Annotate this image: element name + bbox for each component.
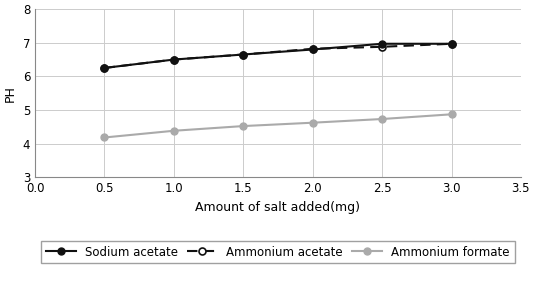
Ammonium formate — [448, 113, 455, 116]
Ammonium acetate — [310, 47, 316, 50]
Sodium acetate — [101, 66, 108, 70]
Ammonium formate — [171, 129, 177, 132]
Ammonium acetate — [448, 42, 455, 46]
Sodium acetate — [240, 53, 247, 56]
Sodium acetate — [448, 42, 455, 46]
Ammonium acetate — [171, 58, 177, 61]
Ammonium acetate — [379, 45, 385, 48]
Line: Ammonium acetate: Ammonium acetate — [101, 40, 455, 71]
Sodium acetate — [310, 48, 316, 51]
Y-axis label: PH: PH — [4, 85, 17, 102]
Ammonium acetate — [240, 53, 247, 56]
Legend: Sodium acetate, Ammonium acetate, Ammonium formate: Sodium acetate, Ammonium acetate, Ammoni… — [41, 241, 514, 264]
Line: Sodium acetate: Sodium acetate — [101, 40, 455, 71]
Ammonium acetate — [101, 66, 108, 70]
Sodium acetate — [171, 58, 177, 61]
Ammonium formate — [101, 136, 108, 139]
Ammonium formate — [379, 117, 385, 121]
Ammonium formate — [310, 121, 316, 124]
Line: Ammonium formate: Ammonium formate — [101, 111, 455, 141]
Ammonium formate — [240, 124, 247, 128]
Sodium acetate — [379, 42, 385, 46]
X-axis label: Amount of salt added(mg): Amount of salt added(mg) — [195, 200, 361, 213]
